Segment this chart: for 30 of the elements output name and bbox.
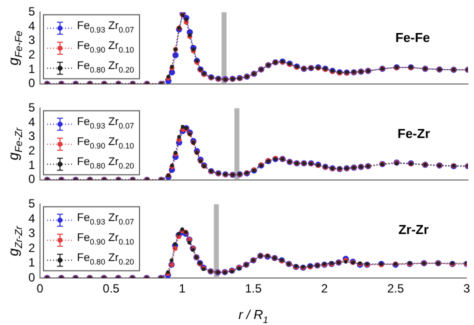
x-tick-label: 1.5 (244, 282, 262, 296)
y-tick-label: 4 (28, 18, 36, 33)
y-tick-label: 4 (28, 211, 36, 226)
y-tick-label: 4 (28, 114, 36, 129)
y-tick-label: 0 (28, 270, 36, 284)
y-tick-label: 3 (28, 129, 36, 144)
y-tick-label: 3 (28, 33, 36, 48)
annotation: Fe-Zr (398, 126, 430, 142)
y-tick-label: 1 (28, 62, 36, 76)
y-tick-label: 0 (28, 172, 36, 186)
y-tick-label: 2 (28, 143, 36, 158)
y-tick-label: 1 (28, 158, 36, 172)
y-axis-title: gFe-Fe (5, 30, 26, 66)
x-tick-label: 2 (321, 282, 328, 296)
y-tick-label: 5 (28, 4, 36, 19)
y-tick-label: 1 (28, 256, 36, 270)
x-tick-label: 2.5 (387, 282, 404, 296)
y-tick-label: 3 (28, 226, 36, 240)
y-tick-label: 2 (28, 240, 36, 255)
y-tick-label: 5 (28, 196, 36, 211)
y-axis-title: gZr-Zr (5, 225, 26, 256)
annotation: Fe-Fe (395, 30, 430, 46)
y-tick-label: 0 (28, 76, 36, 90)
x-tick-label: 3 (463, 282, 470, 296)
x-tick-label: 0.5 (102, 282, 120, 296)
y-axis-title: gFe-Zr (5, 127, 26, 160)
y-tick-label: 5 (28, 100, 36, 115)
x-tick-label: 1 (178, 282, 186, 296)
annotation: Zr-Zr (398, 222, 429, 238)
y-tick-label: 2 (28, 47, 36, 62)
